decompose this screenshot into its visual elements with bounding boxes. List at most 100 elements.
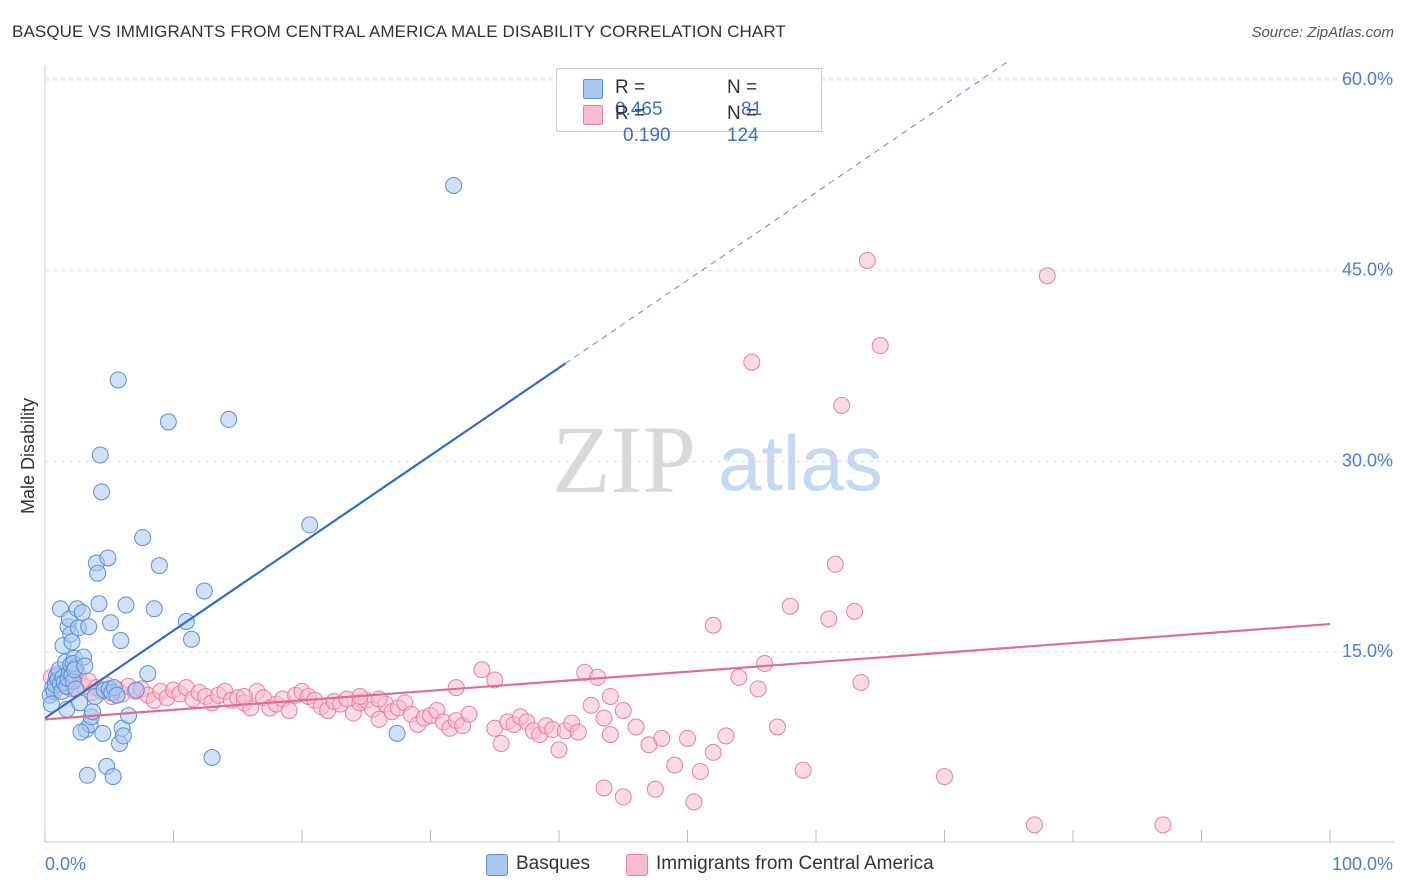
basques-point [89,564,107,582]
central-america-point [871,337,889,355]
y-tick-label: 15.0% [1342,641,1393,661]
basques-point [120,707,138,725]
watermark-zip: ZIP [552,406,696,513]
basques-point [108,686,126,704]
central-america-point [550,741,568,759]
x-tick-label: 0.0% [45,854,86,874]
central-america-point [280,701,298,719]
y-tick-label: 60.0% [1342,69,1393,89]
x-tick-label: 100.0% [1332,854,1393,874]
y-tick-label: 45.0% [1342,260,1393,280]
central-america-point [826,555,844,573]
basques-point [94,724,112,742]
basques-point [99,549,117,567]
central-america-point [768,718,786,736]
central-america-point [370,710,388,728]
chart-source: Source: ZipAtlas.com [1251,24,1394,41]
central-america-trend-line [44,622,1331,721]
legend-r-label: R = [615,103,646,124]
central-america-point [704,743,722,761]
central-america-point [473,661,491,679]
central-america-point [666,756,684,774]
legend-swatch-pink [583,105,603,125]
correlation-legend: R = 0.465 N = 81 R = 0.190 N = 124 [556,68,822,146]
basques-label: Basques [516,853,590,874]
central-america-point [685,793,703,811]
central-america-point [486,671,504,689]
central-america-point [820,610,838,628]
legend-n-label: N = [727,103,758,124]
central-america-point [653,729,671,747]
y-axis-label: Male Disability [18,398,38,514]
central-america-point [1025,816,1043,834]
central-america-point [646,780,664,798]
basques-point [388,724,406,742]
central-america-point [614,701,632,719]
chart-title: BASQUE VS IMMIGRANTS FROM CENTRAL AMERIC… [12,22,786,41]
central-america-point [936,768,953,786]
basques-point [127,681,145,699]
central-america-point [595,709,613,727]
central-america-point [858,251,876,269]
basques-trend-extension [565,60,1010,364]
central-america-point [756,654,774,672]
legend-r-value: 0.465 [615,99,663,120]
central-america-point [717,727,735,745]
basques-point [150,557,168,575]
basques-point [42,695,60,713]
watermark-atlas: atlas [718,419,883,507]
legend-swatch-blue [583,79,603,99]
legend-n-value: 124 [727,125,759,146]
central-america-point [691,762,709,780]
basques-point [90,595,108,613]
central-america-point [569,723,587,741]
basques-point [63,633,81,651]
central-america-point [1038,267,1056,285]
basques-point [112,632,130,650]
central-america-point [627,718,645,736]
legend-n-value: 81 [741,99,763,120]
y-tick-label: 30.0% [1342,450,1393,470]
central-america-point [601,726,619,744]
central-america-point [743,353,761,371]
basques-point [78,766,96,784]
basques-point [80,618,98,636]
basques-point [104,768,122,786]
basques-point [195,582,213,600]
basques-point [139,665,157,683]
basques-point [445,177,463,195]
central-america-point [730,668,748,686]
central-america-point [492,735,510,753]
central-america-point [749,680,767,698]
basques-point [182,630,200,648]
central-america-point [582,696,600,714]
basques-point [93,483,111,501]
legend-r-value: 0.190 [623,125,671,146]
basques-point [114,727,132,745]
central-america-point [614,788,632,806]
central-america-point [460,705,478,723]
central-america-point [601,687,619,705]
central-america-point [833,396,851,414]
trend-layer [44,60,1331,721]
central-america-point [794,761,812,779]
central-america-point [235,687,253,705]
central-america-label: Immigrants from Central America [656,853,934,874]
basques-point [145,600,163,618]
basques-trend-line [44,362,567,720]
legend-n-label: N = [727,77,758,98]
central-america-point [781,597,799,615]
watermark: ZIP atlas [552,406,883,513]
central-america-point [679,729,696,747]
grid-layer [45,77,1395,653]
central-america-swatch [626,854,648,876]
basques-point [109,371,127,389]
basques-swatch [486,854,508,876]
central-america-point [595,779,613,797]
basques-point [72,723,90,741]
basques-point [301,516,319,534]
basques-point [76,657,94,675]
basques-point [203,749,221,767]
basques-point [117,596,135,614]
